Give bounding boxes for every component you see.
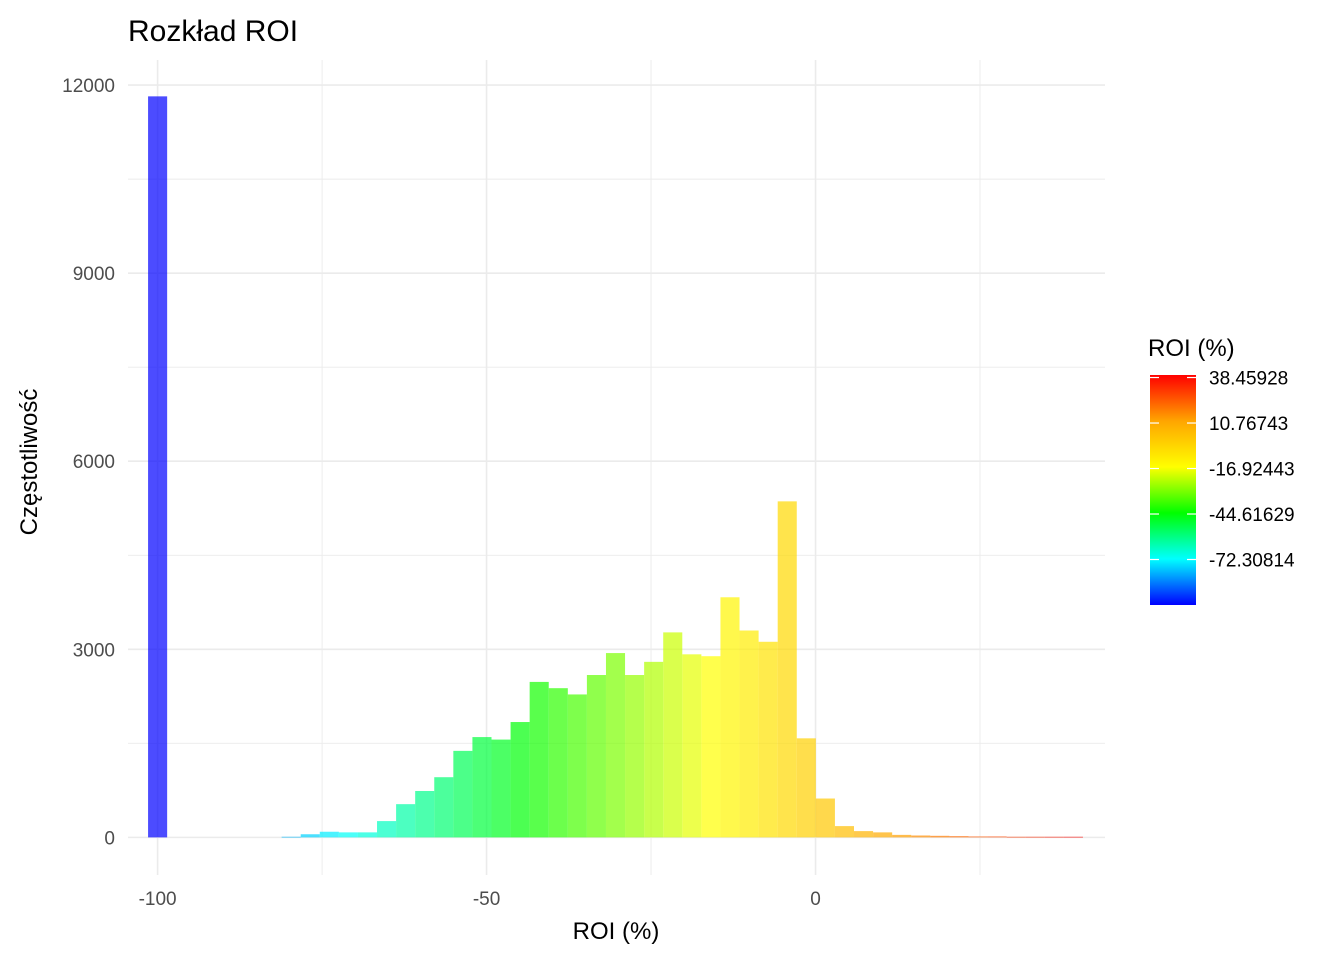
histogram-bar [510, 722, 530, 838]
histogram-bar [1044, 836, 1064, 838]
histogram-bar [854, 831, 874, 838]
y-tick-label: 6000 [73, 452, 115, 473]
histogram-bar [472, 737, 492, 838]
chart-title: Rozkład ROI [128, 15, 298, 48]
histogram-bar [434, 777, 454, 838]
color-legend: ROI (%) 38.45928 10.76743 -16.92443 -44.616… [1148, 335, 1295, 605]
histogram-bar [338, 832, 358, 838]
y-axis-ticks: 0 3000 6000 9000 12000 [62, 76, 115, 849]
legend-label: -44.61629 [1209, 505, 1295, 526]
x-tick-label: 0 [810, 889, 821, 910]
histogram-bar [663, 632, 683, 838]
histogram-bar [892, 834, 912, 838]
histogram-bar [682, 654, 702, 838]
y-tick-label: 0 [104, 828, 115, 849]
histogram-bar [415, 790, 435, 838]
histogram-bar [758, 641, 778, 838]
legend-label: -72.30814 [1209, 551, 1295, 572]
legend-label: 10.76743 [1209, 414, 1288, 435]
histogram-bar [796, 738, 816, 838]
histogram-bar [873, 832, 893, 838]
histogram-bar [777, 501, 797, 838]
histogram-bar [625, 675, 645, 838]
grid-lines [128, 60, 1105, 875]
histogram-bar [548, 688, 568, 838]
legend-label: -16.92443 [1209, 460, 1295, 481]
legend-colorbar [1150, 375, 1196, 605]
histogram-bars [148, 96, 1083, 838]
y-axis-title: Częstotliwość [16, 389, 43, 536]
x-axis-title: ROI (%) [573, 918, 660, 945]
histogram-bar [739, 630, 759, 838]
histogram-bar [911, 835, 931, 838]
legend-ticks: 38.45928 10.76743 -16.92443 -44.61629 -72.30… [1150, 369, 1295, 572]
histogram-bar [930, 835, 950, 838]
legend-label: 38.45928 [1209, 369, 1288, 390]
histogram-bar [567, 694, 587, 838]
y-tick-label: 3000 [73, 640, 115, 661]
x-tick-label: -100 [139, 889, 177, 910]
histogram-bar [529, 681, 549, 838]
x-axis-ticks: -100 -50 0 [139, 889, 821, 910]
histogram-bar [987, 836, 1007, 838]
histogram-bar [586, 675, 606, 838]
histogram-bar [968, 836, 988, 838]
histogram-bar [377, 821, 397, 838]
y-tick-label: 9000 [73, 264, 115, 285]
histogram-bar [644, 661, 664, 838]
y-tick-label: 12000 [62, 76, 115, 97]
histogram-bar [605, 653, 626, 838]
histogram-bar [396, 804, 416, 838]
histogram-bar [300, 834, 320, 838]
histogram-bar [1025, 836, 1045, 838]
histogram-bar [701, 656, 721, 838]
histogram-bar [319, 831, 339, 838]
histogram-bar [1006, 836, 1026, 838]
histogram-bar [1063, 836, 1083, 838]
histogram-bar [815, 798, 835, 838]
histogram-bar [281, 836, 301, 838]
histogram-bar [491, 739, 511, 838]
legend-title: ROI (%) [1148, 335, 1235, 362]
histogram-bar [357, 832, 378, 838]
x-tick-label: -50 [473, 889, 500, 910]
histogram-bar [949, 836, 969, 838]
histogram-bar [834, 826, 855, 838]
histogram-bar [720, 597, 740, 838]
histogram-bar [148, 96, 168, 838]
histogram-bar [453, 750, 473, 838]
